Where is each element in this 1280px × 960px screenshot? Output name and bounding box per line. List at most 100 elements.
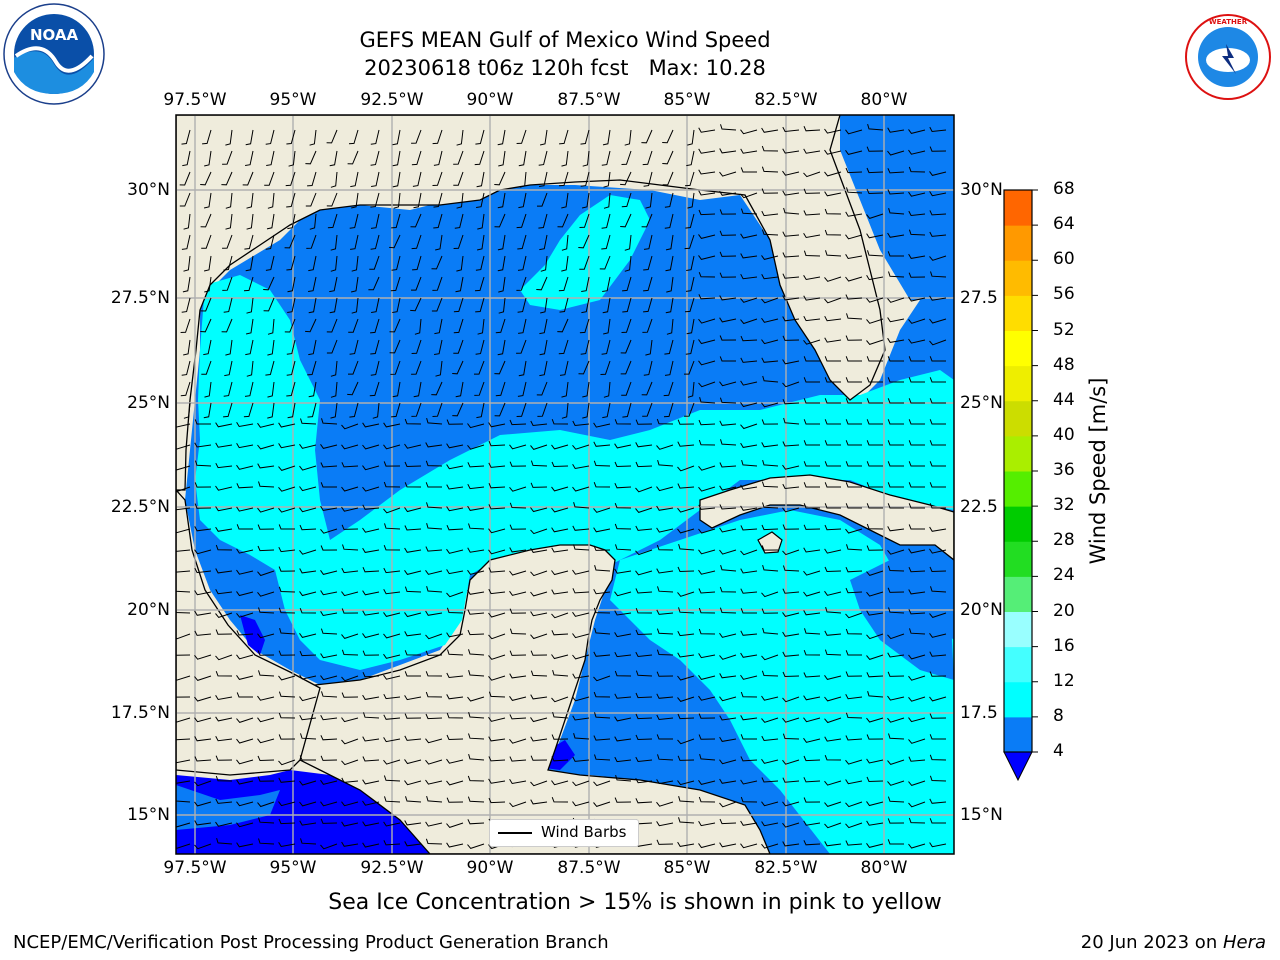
wind-barb: [593, 780, 611, 787]
wind-barb: [236, 738, 254, 744]
wind-barb: [643, 234, 653, 250]
wind-barb: [698, 486, 716, 492]
wind-barb: [392, 297, 401, 313]
wind-barb: [278, 465, 296, 471]
wind-barb: [287, 276, 296, 293]
wind-barb: [215, 654, 233, 661]
wind-barb: [677, 841, 695, 847]
wind-barb: [601, 339, 611, 355]
wind-barb: [845, 276, 863, 282]
wind-barb: [824, 377, 841, 383]
wind-barb: [426, 417, 443, 425]
wind-barb: [222, 150, 233, 165]
wind-barb: [215, 716, 233, 722]
wind-barb: [200, 171, 212, 186]
wind-barb: [299, 650, 317, 657]
wind-barb: [614, 651, 632, 658]
wind-barb: [557, 318, 569, 333]
wind-barb: [678, 607, 695, 614]
wind-barb: [509, 714, 527, 720]
wind-barb: [887, 189, 905, 195]
wind-barb: [236, 506, 254, 512]
wind-barb: [414, 318, 422, 335]
wind-barb: [572, 673, 590, 679]
wind-barb: [509, 547, 527, 553]
wind-barb: [320, 818, 338, 824]
wind-barb: [761, 210, 779, 217]
wind-barb: [615, 774, 632, 782]
wind-barb: [698, 780, 716, 785]
wind-barb: [887, 317, 905, 323]
wind-barb: [176, 570, 191, 573]
wind-barb: [761, 357, 779, 363]
wind-barb: [929, 775, 947, 782]
wind-barb: [517, 381, 527, 397]
wind-barb: [761, 670, 779, 677]
wind-barb: [740, 549, 758, 556]
wind-barb: [434, 318, 443, 335]
wind-barb: [509, 608, 527, 614]
wind-barb: [404, 735, 422, 741]
wind-barb: [370, 129, 380, 145]
wind-barb: [664, 213, 674, 229]
wind-barb: [782, 717, 800, 723]
wind-barb: [509, 524, 527, 530]
wind-barb: [762, 502, 779, 509]
wind-barb: [601, 234, 611, 250]
wind-barb: [866, 213, 884, 219]
wind-barb: [803, 524, 821, 530]
wind-barb: [287, 297, 296, 313]
wind-barb: [635, 670, 653, 677]
wind-barb: [887, 398, 904, 404]
wind-barb: [221, 171, 233, 186]
wind-barb: [908, 398, 925, 404]
wind-barb: [845, 377, 862, 383]
wind-barb: [887, 419, 904, 425]
wind-barb: [761, 591, 779, 598]
lon-tick-top: 85°W: [663, 90, 711, 110]
wind-barb: [299, 674, 317, 680]
footer-date: 20 Jun 2023 on Hera: [1081, 932, 1266, 953]
wind-barb: [551, 486, 569, 492]
wind-barb: [404, 695, 422, 701]
wind-barb: [539, 339, 548, 356]
wind-barb: [887, 337, 905, 343]
lat-tick-right: 17.5: [960, 703, 998, 723]
wind-barb: [309, 213, 317, 230]
wind-barb: [740, 484, 758, 490]
wind-barb: [663, 381, 674, 397]
wind-band-8-12-west: [195, 275, 954, 670]
wind-barb: [635, 461, 653, 468]
wind-barb: [307, 171, 317, 187]
wind-barb: [497, 129, 506, 146]
wind-barb: [179, 171, 191, 186]
wind-barb: [362, 504, 380, 510]
wind-barb: [888, 607, 905, 614]
wind-barb: [740, 253, 758, 259]
wind-barb: [698, 843, 716, 849]
wind-barb: [215, 422, 233, 428]
wind-barb: [329, 150, 338, 167]
wind-barb: [908, 440, 925, 446]
wind-barb: [530, 611, 548, 617]
wind-barb: [488, 588, 506, 595]
wind-barb: [299, 486, 317, 492]
wind-barb: [698, 234, 716, 239]
wind-barb: [582, 150, 590, 167]
wind-barb: [762, 627, 779, 635]
wind-barb: [559, 297, 569, 313]
wind-barb: [908, 503, 925, 509]
lon-tick-bottom: 85°W: [663, 858, 711, 878]
wind-barb: [698, 339, 716, 345]
wind-barb: [453, 297, 464, 313]
wind-barb: [518, 360, 527, 377]
wind-barb: [362, 779, 380, 785]
wind-barb: [246, 213, 254, 230]
wind-barb: [384, 796, 401, 803]
wind-barb: [453, 171, 464, 186]
wind-barb: [698, 255, 716, 260]
wind-barb: [762, 375, 779, 383]
wind-barb: [351, 297, 359, 314]
wind-barb: [431, 381, 443, 396]
wind-barb: [824, 276, 842, 282]
